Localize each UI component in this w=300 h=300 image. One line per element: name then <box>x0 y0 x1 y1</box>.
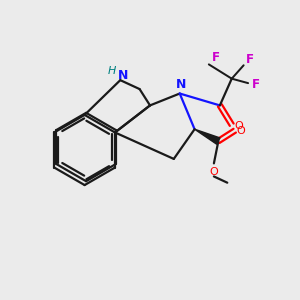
Text: F: F <box>212 51 219 64</box>
Text: H: H <box>108 66 116 76</box>
Text: F: F <box>251 78 260 91</box>
Text: N: N <box>176 77 186 91</box>
Text: N: N <box>118 69 128 82</box>
Text: O: O <box>237 126 246 136</box>
Text: O: O <box>209 167 218 177</box>
Text: O: O <box>234 121 243 130</box>
Text: F: F <box>246 53 254 66</box>
Polygon shape <box>195 129 220 144</box>
